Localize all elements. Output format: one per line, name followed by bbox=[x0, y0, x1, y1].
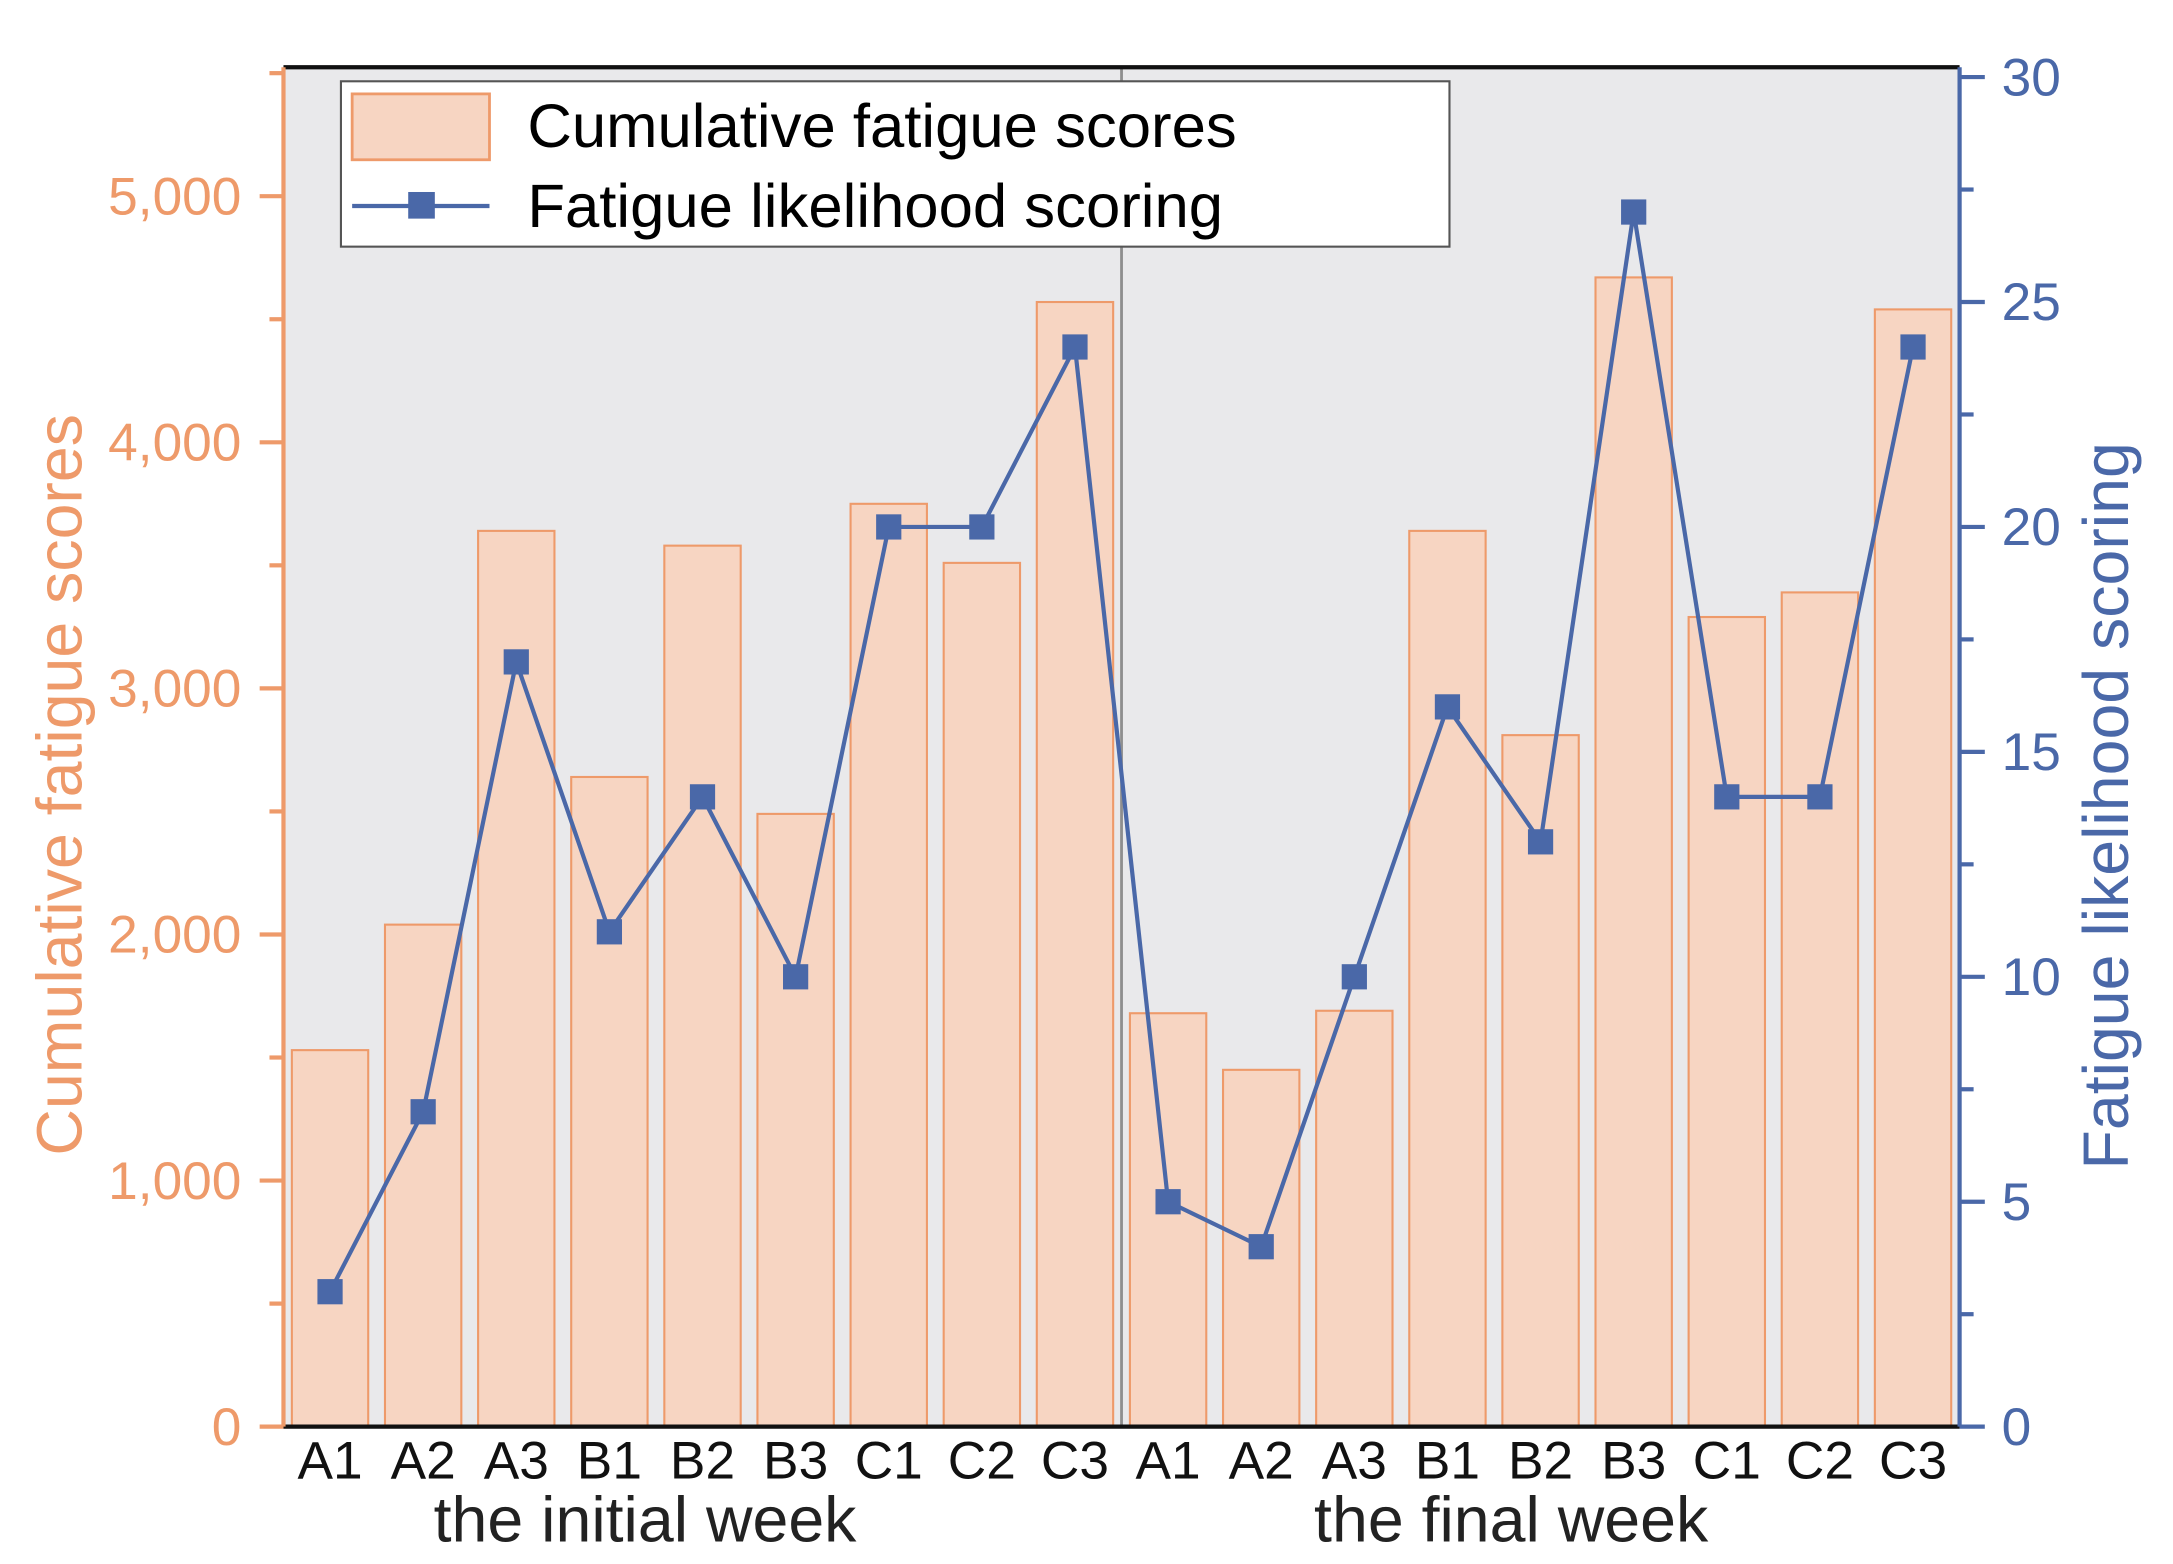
legend-bar-label: Cumulative fatigue scores bbox=[527, 92, 1236, 161]
category-label: C2 bbox=[948, 1432, 1016, 1491]
category-label: C3 bbox=[1041, 1432, 1109, 1491]
bar bbox=[1408, 529, 1487, 1428]
category-label: B1 bbox=[577, 1432, 642, 1491]
square-marker-icon bbox=[1900, 334, 1926, 360]
square-marker-icon bbox=[689, 784, 716, 810]
category-label: C2 bbox=[1786, 1432, 1854, 1491]
left-tick-label: 4,000 bbox=[108, 414, 241, 473]
right-tick-label: 15 bbox=[2002, 723, 2061, 782]
bar bbox=[1594, 276, 1673, 1428]
category-label: B2 bbox=[1508, 1432, 1573, 1491]
square-marker-icon bbox=[410, 1099, 436, 1125]
square-marker-icon bbox=[1341, 964, 1367, 990]
right-tick-label: 30 bbox=[2002, 48, 2061, 107]
legend-bar-swatch bbox=[350, 92, 491, 162]
square-marker-icon bbox=[1714, 784, 1740, 810]
left-axis-ticks: 0 1,000 2,000 3,000 4,000 5,000 bbox=[108, 71, 284, 1457]
bar bbox=[570, 775, 649, 1428]
left-tick-label: 0 bbox=[212, 1398, 242, 1457]
category-label: B3 bbox=[1601, 1432, 1666, 1491]
category-label: B2 bbox=[670, 1432, 735, 1491]
legend-square-marker-icon bbox=[408, 191, 435, 219]
bar bbox=[383, 923, 463, 1428]
left-axis-title: Cumulative fatigue scores bbox=[24, 414, 96, 1156]
category-labels: A1 A2 A3 B1 B2 B3 C1 C2 C3 A1 A2 A3 B1 B2 B3 C1 C2 C3 bbox=[297, 1432, 1947, 1491]
right-axis-ticks: 0 5 10 15 20 25 30 bbox=[1959, 48, 2061, 1457]
category-label: B1 bbox=[1415, 1432, 1480, 1491]
right-tick-label: 0 bbox=[2002, 1398, 2032, 1457]
bar bbox=[1687, 615, 1767, 1428]
square-marker-icon bbox=[1527, 829, 1554, 855]
line-series bbox=[317, 199, 1926, 1305]
square-marker-icon bbox=[876, 514, 902, 540]
category-label: C3 bbox=[1879, 1432, 1947, 1491]
square-marker-icon bbox=[1155, 1189, 1181, 1215]
bar bbox=[849, 502, 928, 1428]
right-tick-label: 20 bbox=[2002, 498, 2061, 557]
bar bbox=[663, 544, 742, 1428]
left-tick-label: 5,000 bbox=[108, 167, 241, 226]
bar bbox=[942, 561, 1022, 1428]
square-marker-icon bbox=[1248, 1234, 1274, 1260]
bar bbox=[1315, 1009, 1394, 1428]
category-label: B3 bbox=[763, 1432, 828, 1491]
legend-box bbox=[339, 80, 1451, 248]
square-marker-icon bbox=[317, 1279, 343, 1305]
bar bbox=[1035, 300, 1115, 1428]
right-tick-label: 25 bbox=[2002, 273, 2061, 332]
right-axis-title: Fatigue likelihood scoring bbox=[2070, 442, 2142, 1169]
bar bbox=[477, 529, 556, 1428]
right-tick-label: 10 bbox=[2002, 948, 2061, 1007]
bar bbox=[1128, 1012, 1208, 1428]
bar bbox=[1780, 591, 1860, 1428]
left-tick-label: 2,000 bbox=[108, 906, 241, 965]
square-marker-icon bbox=[503, 649, 529, 675]
square-marker-icon bbox=[969, 514, 995, 540]
category-label: A3 bbox=[1322, 1432, 1387, 1491]
right-tick-label: 5 bbox=[2002, 1173, 2032, 1232]
category-label: A1 bbox=[297, 1432, 362, 1491]
category-label: A2 bbox=[391, 1432, 456, 1491]
square-marker-icon bbox=[1062, 334, 1088, 360]
group-label-initial: the initial week bbox=[434, 1484, 858, 1556]
group-label-final: the final week bbox=[1314, 1484, 1709, 1556]
category-label: A1 bbox=[1136, 1432, 1201, 1491]
bar bbox=[756, 812, 835, 1428]
likelihood-line bbox=[328, 211, 1916, 1293]
bar bbox=[1873, 308, 1953, 1428]
legend: Cumulative fatigue scores Fatigue likeli… bbox=[339, 80, 1451, 248]
square-marker-icon bbox=[1434, 694, 1461, 720]
square-marker-icon bbox=[596, 919, 623, 945]
legend-line-label: Fatigue likelihood scoring bbox=[527, 172, 1223, 241]
left-tick-label: 3,000 bbox=[108, 660, 241, 719]
category-label: C1 bbox=[1693, 1432, 1761, 1491]
category-label: C1 bbox=[855, 1432, 923, 1491]
category-label: A2 bbox=[1229, 1432, 1294, 1491]
square-marker-icon bbox=[783, 964, 809, 990]
bar-series bbox=[290, 276, 1953, 1428]
left-tick-label: 1,000 bbox=[108, 1152, 241, 1211]
square-marker-icon bbox=[1807, 784, 1833, 810]
square-marker-icon bbox=[1621, 199, 1647, 225]
category-label: A3 bbox=[484, 1432, 549, 1491]
